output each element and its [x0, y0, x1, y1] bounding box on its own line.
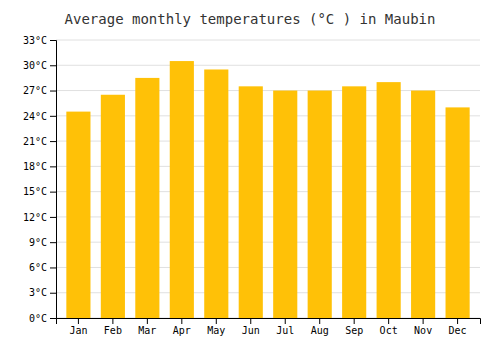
tick: Jan — [69, 318, 87, 336]
bar — [308, 91, 332, 318]
tick: 0°C — [29, 313, 56, 324]
tick-label: May — [207, 325, 225, 336]
tick-label: 30°C — [23, 60, 47, 71]
tick: 9°C — [29, 237, 56, 248]
plot: 0°C 3°C 6°C 9°C 12°C 15°C 18°C 21°C 24°C 27°C 30°C… — [23, 35, 481, 336]
tick-mark — [50, 242, 56, 243]
tick-label: 0°C — [29, 313, 47, 324]
tick-mark — [112, 318, 113, 324]
tick: 27°C — [23, 85, 56, 96]
bar — [66, 112, 90, 318]
tick-label: 24°C — [23, 111, 47, 122]
tick: 18°C — [23, 161, 56, 172]
tick-label: Mar — [138, 325, 156, 336]
tick-label: Aug — [311, 325, 329, 336]
grid-line — [56, 40, 480, 41]
tick-label: Dec — [449, 325, 467, 336]
tick: 3°C — [29, 287, 56, 298]
bar — [101, 95, 125, 318]
tick: Aug — [311, 318, 329, 336]
tick-label: Apr — [173, 325, 191, 336]
tick: Jul — [276, 318, 294, 336]
tick-mark — [216, 318, 217, 324]
tick: 30°C — [23, 60, 56, 71]
tick: 6°C — [29, 262, 56, 273]
tick: Jun — [242, 318, 260, 336]
tick-label: Jul — [276, 325, 294, 336]
tick: Oct — [380, 318, 398, 336]
tick-mark — [50, 65, 56, 66]
tick-mark — [50, 267, 56, 268]
tick: Nov — [414, 318, 432, 336]
tick-mark — [354, 318, 355, 324]
tick: Feb — [104, 318, 122, 336]
title: Average monthly temperatures (°C ) in Ma… — [65, 11, 436, 27]
bar — [273, 91, 297, 318]
tick-label: 33°C — [23, 35, 47, 46]
tick-mark — [250, 318, 251, 324]
tick-label: Oct — [380, 325, 398, 336]
axis-line — [50, 41, 57, 319]
tick-mark — [181, 318, 182, 324]
bar — [135, 78, 159, 318]
tick-label: 9°C — [29, 237, 47, 248]
tick-label: Feb — [104, 325, 122, 336]
tick: 33°C — [23, 35, 56, 46]
bar — [446, 107, 470, 318]
tick-label: Nov — [414, 325, 432, 336]
tick-mark — [147, 318, 148, 324]
tick: May — [207, 318, 225, 336]
tick-mark — [423, 318, 424, 324]
tick-label: 27°C — [23, 85, 47, 96]
y-axis: 0°C 3°C 6°C 9°C 12°C 15°C 18°C 21°C 24°C 27°C 30°C… — [23, 35, 57, 324]
tick-mark — [50, 318, 56, 319]
bars — [66, 61, 469, 318]
tick-mark — [50, 192, 56, 193]
tick-mark — [50, 141, 56, 142]
tick-label: Jan — [69, 325, 87, 336]
bar — [377, 82, 401, 318]
tick-mark — [457, 318, 458, 324]
tick-label: Jun — [242, 325, 260, 336]
bar — [411, 91, 435, 318]
tick: Dec — [449, 318, 467, 336]
tick-label: 15°C — [23, 186, 47, 197]
tick: 21°C — [23, 136, 56, 147]
tick-mark — [50, 166, 56, 167]
bar — [170, 61, 194, 318]
bar — [239, 86, 263, 318]
grid-line — [56, 65, 480, 66]
tick-mark — [50, 116, 56, 117]
tick: Mar — [138, 318, 156, 336]
axis-line — [57, 319, 481, 325]
tick-mark — [285, 318, 286, 324]
tick: 12°C — [23, 212, 56, 223]
tick-label: 3°C — [29, 287, 47, 298]
bar — [342, 86, 366, 318]
tick: Apr — [173, 318, 191, 336]
tick: 24°C — [23, 111, 56, 122]
tick-label: 6°C — [29, 262, 47, 273]
tick-mark — [319, 318, 320, 324]
tick-label: Sep — [345, 325, 363, 336]
tick: 15°C — [23, 186, 56, 197]
bar — [204, 69, 228, 318]
x-axis: Jan Feb Mar Apr May Jun Jul Aug Sep Oct Nov Dec — [57, 318, 481, 336]
tick-label: 21°C — [23, 136, 47, 147]
chart: 0°C 3°C 6°C 9°C 12°C 15°C 18°C 21°C 24°C 27°C 30°C… — [0, 0, 500, 350]
tick-label: 12°C — [23, 212, 47, 223]
tick-mark — [388, 318, 389, 324]
tick-mark — [78, 318, 79, 324]
tick-mark — [50, 293, 56, 294]
grid — [56, 40, 480, 318]
tick-mark — [50, 40, 56, 41]
tick-mark — [50, 91, 56, 92]
tick-mark — [50, 217, 56, 218]
tick-label: 18°C — [23, 161, 47, 172]
tick: Sep — [345, 318, 363, 336]
